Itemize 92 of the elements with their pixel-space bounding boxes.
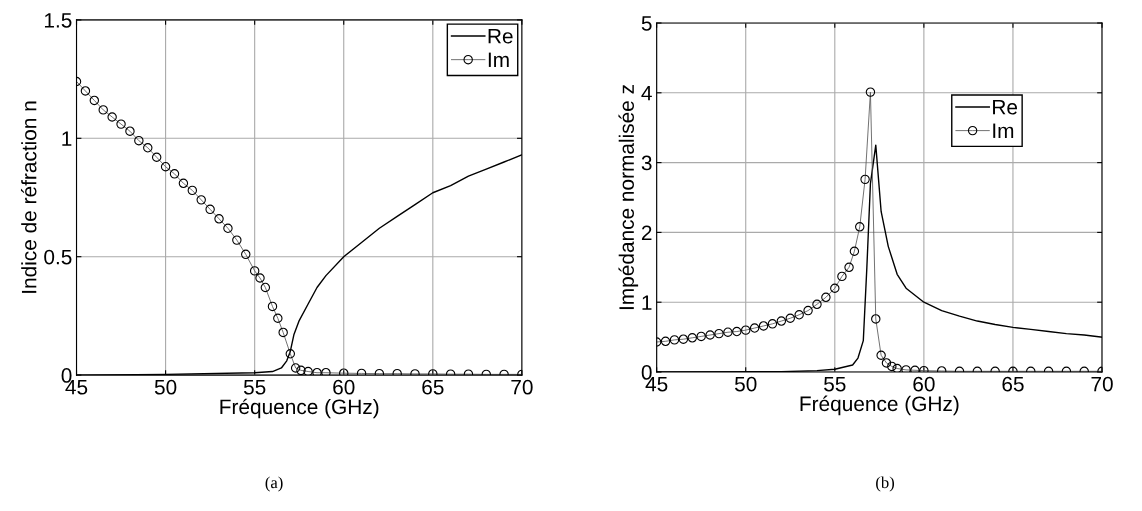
point: [830, 283, 840, 293]
point: [151, 152, 162, 162]
point: [860, 174, 870, 185]
point: [758, 321, 769, 331]
point: [125, 126, 135, 136]
point: [776, 316, 787, 326]
point: [887, 361, 897, 372]
point: [321, 367, 331, 376]
point: [339, 368, 349, 376]
point: [290, 363, 301, 373]
y-tick-label: 1: [642, 295, 652, 310]
point: [732, 326, 742, 337]
x-axis-title: Fréquence (GHz): [800, 395, 959, 416]
legend-label: Re: [488, 29, 513, 44]
point: [837, 271, 847, 282]
point: [232, 235, 242, 245]
point: [723, 327, 733, 337]
x-tick-label: 65: [422, 379, 444, 395]
x-tick-label: 60: [913, 376, 935, 392]
y-axis-title: Indice de réfraction n: [20, 101, 37, 293]
point: [876, 350, 886, 360]
point: [205, 204, 215, 215]
x-axis-title: Fréquence (GHz): [220, 398, 379, 419]
point: [143, 143, 153, 153]
point: [214, 214, 224, 224]
legend-label: Im: [993, 123, 1014, 138]
point: [196, 195, 206, 205]
point: [687, 333, 698, 343]
x-tick-label: 65: [1002, 376, 1024, 392]
point: [812, 299, 822, 310]
point: [267, 301, 278, 312]
y-tick-label: 0.5: [44, 249, 72, 265]
text: (b): [876, 476, 895, 492]
point: [803, 305, 813, 316]
legend-label: Re: [993, 99, 1018, 115]
point: [871, 314, 881, 324]
point: [89, 95, 100, 106]
point: [785, 313, 795, 323]
point: [107, 112, 117, 122]
point: [678, 334, 689, 344]
y-tick-label: 2: [641, 225, 652, 240]
y-tick-label: 4: [641, 86, 652, 101]
point: [273, 313, 283, 323]
point: [844, 262, 854, 273]
point: [696, 331, 706, 342]
point: [705, 330, 715, 340]
point: [160, 162, 171, 172]
point: [881, 358, 892, 368]
point: [187, 185, 198, 196]
x-tick-label: 60: [333, 379, 355, 395]
text: (a): [265, 476, 283, 492]
point: [749, 323, 760, 333]
point: [892, 363, 902, 373]
x-tick-label: 55: [243, 380, 266, 395]
point: [134, 135, 144, 146]
y-tick-label: 1.5: [44, 13, 72, 28]
point: [116, 119, 126, 129]
y-axis-title: Impédance normalisée z: [618, 85, 639, 310]
point: [241, 249, 251, 260]
point: [178, 178, 189, 189]
y-tick-label: 5: [641, 16, 652, 31]
y-tick-label: 3: [641, 155, 652, 171]
point: [80, 86, 91, 96]
point: [865, 87, 876, 97]
point: [855, 222, 865, 232]
x-tick-label: 70: [1091, 376, 1113, 392]
point: [428, 369, 438, 376]
point: [296, 365, 306, 376]
point: [660, 336, 671, 347]
point: [767, 319, 778, 329]
point: [278, 327, 288, 338]
y-tick-label: 1: [62, 131, 72, 146]
point: [821, 292, 831, 303]
point: [255, 273, 265, 283]
point: [285, 349, 296, 359]
point: [260, 282, 271, 293]
point: [169, 169, 180, 179]
point: [794, 310, 804, 320]
point: [669, 335, 680, 345]
x-tick-label: 50: [154, 379, 177, 395]
point: [303, 366, 313, 376]
point: [249, 266, 260, 276]
point: [849, 246, 860, 256]
point: [714, 328, 724, 339]
x-tick-label: 50: [734, 376, 757, 392]
point: [312, 367, 322, 376]
x-tick-label: 55: [824, 376, 846, 392]
legend-label: Im: [488, 52, 509, 67]
point: [98, 105, 108, 115]
x-tick-label: 70: [511, 379, 533, 395]
point: [223, 223, 233, 234]
point: [741, 325, 751, 335]
